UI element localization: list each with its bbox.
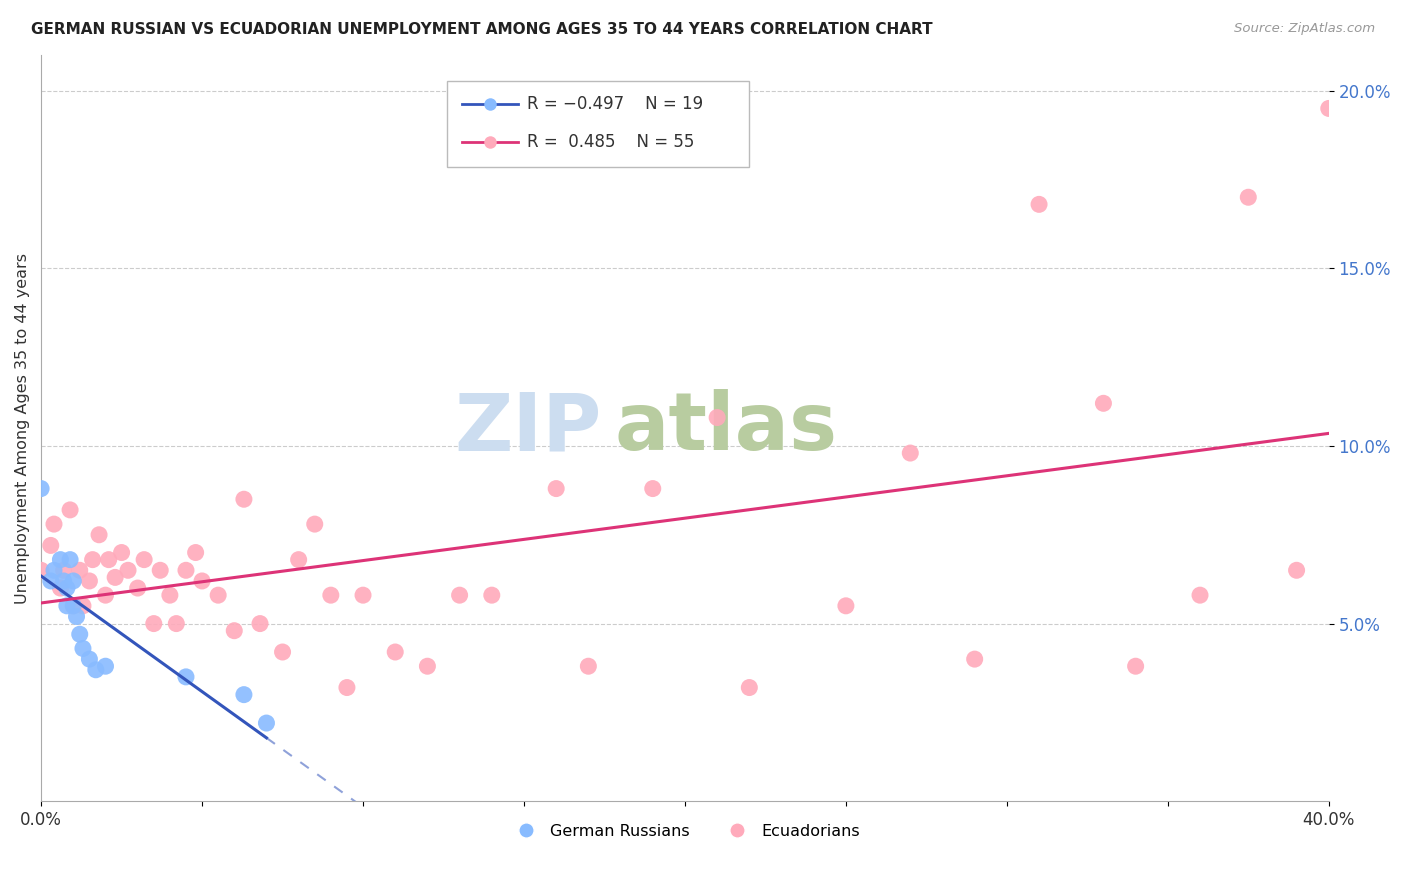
Point <box>62 599 84 613</box>
Point <box>416 659 439 673</box>
Point <box>1188 588 1211 602</box>
Point <box>117 563 139 577</box>
Point <box>191 574 214 588</box>
Legend: German Russians, Ecuadorians: German Russians, Ecuadorians <box>503 818 866 846</box>
Point <box>159 588 181 602</box>
Point <box>104 570 127 584</box>
Y-axis label: Unemployment Among Ages 35 to 44 years: Unemployment Among Ages 35 to 44 years <box>15 252 30 604</box>
Point <box>62 574 84 588</box>
Point <box>97 552 120 566</box>
Point <box>39 538 62 552</box>
Text: R =  0.485    N = 55: R = 0.485 N = 55 <box>527 134 695 152</box>
Point <box>69 563 91 577</box>
Point <box>110 545 132 559</box>
Text: atlas: atlas <box>614 389 837 467</box>
Point <box>249 616 271 631</box>
Point <box>1028 197 1050 211</box>
Point <box>52 563 75 577</box>
Point <box>127 581 149 595</box>
Point <box>69 627 91 641</box>
Point <box>304 517 326 532</box>
Point <box>287 552 309 566</box>
Point <box>165 616 187 631</box>
Point <box>142 616 165 631</box>
Bar <box>447 81 749 167</box>
Point <box>207 588 229 602</box>
Point <box>1317 102 1340 116</box>
Point <box>232 688 254 702</box>
Point <box>94 588 117 602</box>
Point <box>84 663 107 677</box>
Point <box>56 599 79 613</box>
Point <box>449 588 471 602</box>
Point <box>174 670 197 684</box>
Point <box>79 574 101 588</box>
Point <box>134 552 156 566</box>
Point <box>87 528 110 542</box>
Point <box>1125 659 1147 673</box>
Point <box>59 552 82 566</box>
Point <box>30 563 52 577</box>
Point <box>738 681 761 695</box>
Point <box>835 599 858 613</box>
Point <box>72 599 94 613</box>
Point <box>56 581 79 595</box>
Point <box>62 599 84 613</box>
Point <box>39 574 62 588</box>
Point <box>232 492 254 507</box>
Point <box>184 545 207 559</box>
Point <box>256 716 278 731</box>
Point <box>641 482 664 496</box>
Text: GERMAN RUSSIAN VS ECUADORIAN UNEMPLOYMENT AMONG AGES 35 TO 44 YEARS CORRELATION : GERMAN RUSSIAN VS ECUADORIAN UNEMPLOYMEN… <box>31 22 932 37</box>
Point <box>271 645 294 659</box>
Point <box>963 652 986 666</box>
Point <box>706 410 728 425</box>
Point <box>30 482 52 496</box>
Point <box>149 563 172 577</box>
Point <box>224 624 246 638</box>
Point <box>42 517 65 532</box>
Point <box>49 581 72 595</box>
Point <box>898 446 921 460</box>
Point <box>1092 396 1115 410</box>
Point <box>546 482 568 496</box>
Point <box>59 503 82 517</box>
Point <box>481 588 503 602</box>
Point <box>42 563 65 577</box>
Point <box>82 552 104 566</box>
Text: Source: ZipAtlas.com: Source: ZipAtlas.com <box>1234 22 1375 36</box>
Point <box>49 552 72 566</box>
Point <box>352 588 374 602</box>
Point <box>65 609 87 624</box>
Point <box>79 652 101 666</box>
Point <box>52 574 75 588</box>
Point <box>319 588 342 602</box>
Point <box>174 563 197 577</box>
Point <box>384 645 406 659</box>
Point <box>576 659 599 673</box>
Point <box>94 659 117 673</box>
Text: R = −0.497    N = 19: R = −0.497 N = 19 <box>527 95 703 112</box>
Point <box>1285 563 1308 577</box>
Text: ZIP: ZIP <box>454 389 602 467</box>
Point <box>1237 190 1260 204</box>
Point <box>72 641 94 656</box>
Point <box>336 681 359 695</box>
